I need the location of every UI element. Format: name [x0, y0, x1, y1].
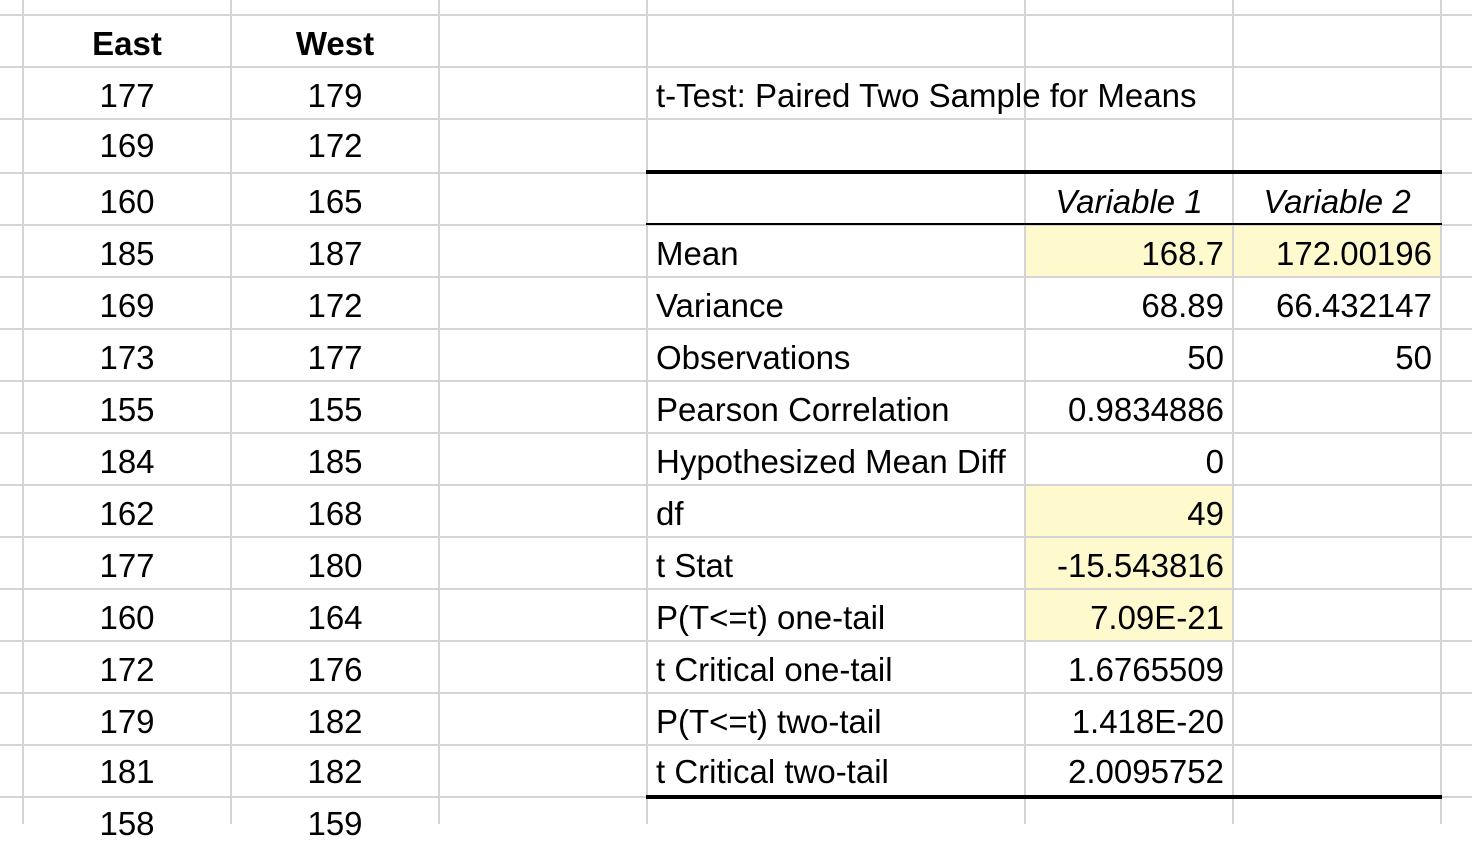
variance-var2[interactable]: 66.432147 [1276, 287, 1432, 324]
mean-var1[interactable]: 168.7 [1141, 235, 1224, 272]
p-two-tail-var1[interactable]: 1.418E-20 [1071, 703, 1224, 740]
grid-column-line [438, 0, 440, 824]
east-cell[interactable]: 169 [99, 287, 155, 324]
row-label-t-critical-one-tail[interactable]: t Critical one-tail [656, 651, 893, 688]
grid-row-line [0, 484, 1472, 486]
t-critical-one-tail-var1[interactable]: 1.6765509 [1068, 651, 1224, 688]
west-cell[interactable]: 180 [307, 547, 363, 584]
east-cell[interactable]: 155 [99, 391, 155, 428]
col-header-variable-2[interactable]: Variable 2 [1263, 183, 1411, 220]
table-header-border [646, 223, 1442, 225]
row-label-p-two-tail[interactable]: P(T<=t) two-tail [656, 703, 882, 740]
west-cell[interactable]: 165 [307, 183, 363, 220]
west-cell[interactable]: 182 [307, 703, 363, 740]
east-cell[interactable]: 177 [99, 547, 155, 584]
df-var1[interactable]: 49 [1187, 495, 1224, 532]
highlight-df [1026, 486, 1232, 536]
grid-row-line [0, 224, 1472, 226]
west-cell[interactable]: 187 [307, 235, 363, 272]
grid-row-line [0, 692, 1472, 694]
highlight-tstat [1026, 538, 1232, 588]
hyp-mean-diff-var1[interactable]: 0 [1205, 443, 1224, 480]
row-label-t-critical-two-tail[interactable]: t Critical two-tail [656, 753, 889, 790]
header-east[interactable]: East [92, 25, 162, 62]
west-cell[interactable]: 179 [307, 77, 363, 114]
west-cell[interactable]: 172 [307, 287, 363, 324]
east-cell[interactable]: 181 [99, 753, 155, 790]
grid-row-line [0, 14, 1472, 16]
grid-row-line [0, 380, 1472, 382]
grid-row-line [0, 118, 1472, 120]
variance-var1[interactable]: 68.89 [1141, 287, 1224, 324]
observations-var1[interactable]: 50 [1187, 339, 1224, 376]
pearson-var1[interactable]: 0.9834886 [1068, 391, 1224, 428]
row-label-observations[interactable]: Observations [656, 339, 851, 376]
grid-row-line [0, 588, 1472, 590]
east-cell[interactable]: 158 [99, 805, 155, 842]
header-west[interactable]: West [295, 25, 375, 62]
row-label-mean[interactable]: Mean [656, 235, 739, 272]
grid-column-line [1440, 0, 1442, 824]
west-cell[interactable]: 155 [307, 391, 363, 428]
row-label-df[interactable]: df [656, 495, 684, 532]
east-cell[interactable]: 185 [99, 235, 155, 272]
west-cell[interactable]: 159 [307, 805, 363, 842]
grid-column-line [1232, 0, 1234, 824]
east-cell[interactable]: 184 [99, 443, 155, 480]
table-top-border [646, 170, 1442, 174]
p-one-tail-var1[interactable]: 7.09E-21 [1090, 599, 1224, 636]
grid-row-line [0, 432, 1472, 434]
grid-column-line [230, 0, 232, 824]
row-label-variance[interactable]: Variance [656, 287, 784, 324]
observations-var2[interactable]: 50 [1395, 339, 1432, 376]
east-cell[interactable]: 162 [99, 495, 155, 532]
highlight-mean-var2 [1234, 226, 1440, 276]
row-label-p-one-tail[interactable]: P(T<=t) one-tail [656, 599, 886, 636]
col-header-variable-1[interactable]: Variable 1 [1055, 183, 1203, 220]
grid-row-line [0, 276, 1472, 278]
t-critical-two-tail-var1[interactable]: 2.0095752 [1068, 753, 1224, 790]
grid-column-line [1024, 0, 1026, 824]
mean-var2[interactable]: 172.00196 [1276, 235, 1432, 272]
grid-row-line [0, 744, 1472, 746]
east-cell[interactable]: 160 [99, 599, 155, 636]
east-cell[interactable]: 177 [99, 77, 155, 114]
ttest-title[interactable]: t-Test: Paired Two Sample for Means [656, 77, 1197, 114]
highlight-p-one-tail [1026, 590, 1232, 640]
highlight-mean-var1 [1026, 226, 1232, 276]
row-label-pearson-correlation[interactable]: Pearson Correlation [656, 391, 950, 428]
row-label-t-stat[interactable]: t Stat [656, 547, 734, 584]
west-cell[interactable]: 177 [307, 339, 363, 376]
grid-row-line [0, 536, 1472, 538]
grid-row-line [0, 328, 1472, 330]
grid-column-line [22, 0, 24, 824]
west-cell[interactable]: 185 [307, 443, 363, 480]
table-bottom-border [646, 795, 1442, 799]
row-label-hypothesized-mean-diff[interactable]: Hypothesized Mean Diff [656, 443, 1006, 480]
grid-column-line [646, 0, 648, 824]
east-cell[interactable]: 173 [99, 339, 155, 376]
east-cell[interactable]: 169 [99, 127, 155, 164]
west-cell[interactable]: 168 [307, 495, 363, 532]
east-cell[interactable]: 179 [99, 703, 155, 740]
west-cell[interactable]: 176 [307, 651, 363, 688]
t-stat-var1[interactable]: -15.543816 [1057, 547, 1224, 584]
grid-row-line [0, 66, 1472, 68]
east-cell[interactable]: 172 [99, 651, 155, 688]
west-cell[interactable]: 172 [307, 127, 363, 164]
west-cell[interactable]: 182 [307, 753, 363, 790]
east-cell[interactable]: 160 [99, 183, 155, 220]
grid-row-line [0, 640, 1472, 642]
west-cell[interactable]: 164 [307, 599, 363, 636]
